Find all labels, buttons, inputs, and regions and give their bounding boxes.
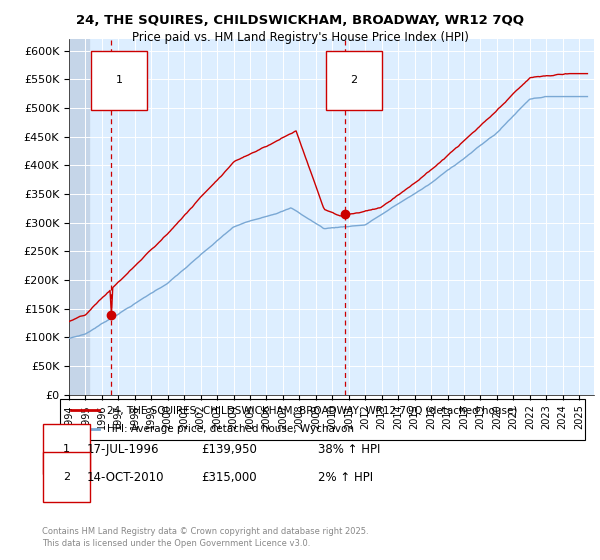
Text: Price paid vs. HM Land Registry's House Price Index (HPI): Price paid vs. HM Land Registry's House …: [131, 31, 469, 44]
Text: £139,950: £139,950: [201, 442, 257, 456]
Text: £315,000: £315,000: [201, 470, 257, 484]
Text: 2: 2: [63, 472, 70, 482]
Text: 38% ↑ HPI: 38% ↑ HPI: [318, 442, 380, 456]
Text: 14-OCT-2010: 14-OCT-2010: [87, 470, 164, 484]
Text: 2% ↑ HPI: 2% ↑ HPI: [318, 470, 373, 484]
Text: 2: 2: [350, 76, 357, 86]
Text: 1: 1: [63, 444, 70, 454]
Bar: [69, 39, 89, 395]
Text: Contains HM Land Registry data © Crown copyright and database right 2025.: Contains HM Land Registry data © Crown c…: [42, 528, 368, 536]
Text: 24, THE SQUIRES, CHILDSWICKHAM, BROADWAY, WR12 7QQ (detached house): 24, THE SQUIRES, CHILDSWICKHAM, BROADWAY…: [107, 405, 518, 415]
Text: 17-JUL-1996: 17-JUL-1996: [87, 442, 160, 456]
Text: 24, THE SQUIRES, CHILDSWICKHAM, BROADWAY, WR12 7QQ: 24, THE SQUIRES, CHILDSWICKHAM, BROADWAY…: [76, 14, 524, 27]
Text: This data is licensed under the Open Government Licence v3.0.: This data is licensed under the Open Gov…: [42, 539, 310, 548]
Text: 1: 1: [116, 76, 122, 86]
Text: HPI: Average price, detached house, Wychavon: HPI: Average price, detached house, Wych…: [107, 424, 354, 433]
